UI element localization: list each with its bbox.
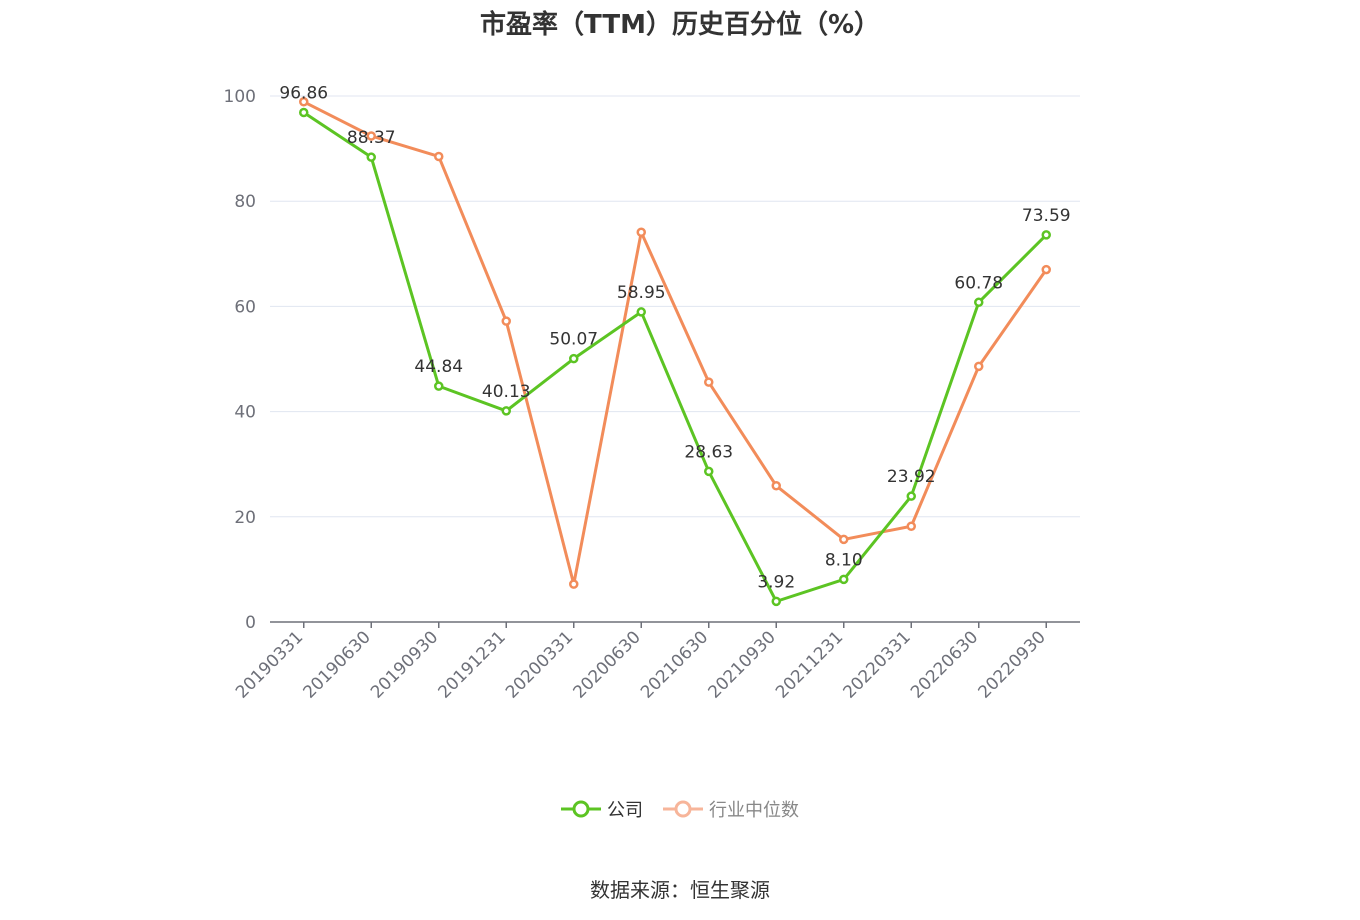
data-point-company[interactable] xyxy=(569,353,579,364)
x-tick-label: 20200630 xyxy=(569,627,644,702)
x-tick-label: 20220331 xyxy=(839,627,914,702)
data-label-company: 58.95 xyxy=(617,283,666,303)
data-point-industry[interactable] xyxy=(569,579,579,589)
data-source: 数据来源：恒生聚源 xyxy=(590,878,770,902)
data-label-company: 50.07 xyxy=(549,330,598,350)
data-point-industry[interactable] xyxy=(906,521,916,532)
data-label-company: 3.92 xyxy=(757,572,795,592)
legend-label-industry: 行业中位数 xyxy=(709,800,799,821)
data-point-industry[interactable] xyxy=(839,534,849,545)
data-label-company: 40.13 xyxy=(482,382,531,402)
legend-line-industry-icon xyxy=(663,799,703,819)
data-point-industry[interactable] xyxy=(974,361,984,372)
data-point-company[interactable] xyxy=(704,466,714,477)
x-tick-label: 20220630 xyxy=(907,627,982,702)
data-point-company[interactable] xyxy=(434,381,444,391)
y-tick-label: 100 xyxy=(224,87,256,107)
y-tick-label: 0 xyxy=(245,613,256,633)
data-point-industry[interactable] xyxy=(771,481,781,491)
series-line-company xyxy=(302,111,1048,603)
data-point-industry[interactable] xyxy=(1041,264,1051,275)
legend-item-industry[interactable]: 行业中位数 xyxy=(663,796,799,822)
data-point-industry[interactable] xyxy=(299,97,309,107)
data-point-industry[interactable] xyxy=(704,377,714,387)
y-tick-label: 20 xyxy=(234,508,256,528)
chart-title: 市盈率（TTM）历史百分位（%） xyxy=(480,10,880,40)
data-label-company: 60.78 xyxy=(954,273,1003,293)
series-line-industry xyxy=(303,100,1048,586)
x-tick-label: 20190630 xyxy=(299,627,374,702)
data-label-company: 96.86 xyxy=(279,84,328,104)
x-tick-label: 20210930 xyxy=(704,627,779,702)
data-point-company[interactable] xyxy=(1041,230,1051,240)
legend-item-company[interactable]: 公司 xyxy=(561,796,643,822)
data-point-company[interactable] xyxy=(771,596,781,607)
data-point-industry[interactable] xyxy=(501,316,511,326)
x-tick-label: 20190331 xyxy=(232,627,307,702)
x-tick-label: 20220930 xyxy=(974,627,1049,702)
data-point-industry[interactable] xyxy=(636,227,646,237)
data-label-company: 44.84 xyxy=(414,357,463,377)
data-point-company[interactable] xyxy=(636,307,646,317)
x-tick-label: 20210630 xyxy=(637,627,712,702)
data-point-company[interactable] xyxy=(906,491,916,501)
y-tick-label: 60 xyxy=(234,297,256,317)
data-point-company[interactable] xyxy=(501,406,511,416)
data-label-company: 73.59 xyxy=(1022,206,1071,226)
data-point-industry[interactable] xyxy=(366,131,376,141)
data-label-company: 8.10 xyxy=(825,550,863,570)
data-point-company[interactable] xyxy=(366,152,376,162)
data-point-company[interactable] xyxy=(299,107,309,118)
data-label-company: 23.92 xyxy=(887,467,936,487)
data-point-company[interactable] xyxy=(974,297,984,308)
legend-line-company-icon xyxy=(561,799,601,819)
y-tick-label: 80 xyxy=(234,192,256,212)
data-point-industry[interactable] xyxy=(434,151,444,162)
x-tick-label: 20200331 xyxy=(502,627,577,702)
x-tick-label: 20211231 xyxy=(772,627,847,702)
y-tick-label: 40 xyxy=(234,403,256,423)
legend: 公司 行业中位数 xyxy=(0,796,1360,822)
legend-label-company: 公司 xyxy=(607,800,643,821)
x-tick-label: 20190930 xyxy=(367,627,442,702)
data-label-company: 88.37 xyxy=(347,128,396,148)
x-tick-label: 20191231 xyxy=(434,627,509,702)
data-label-company: 28.63 xyxy=(684,442,733,462)
data-point-company[interactable] xyxy=(839,574,849,585)
